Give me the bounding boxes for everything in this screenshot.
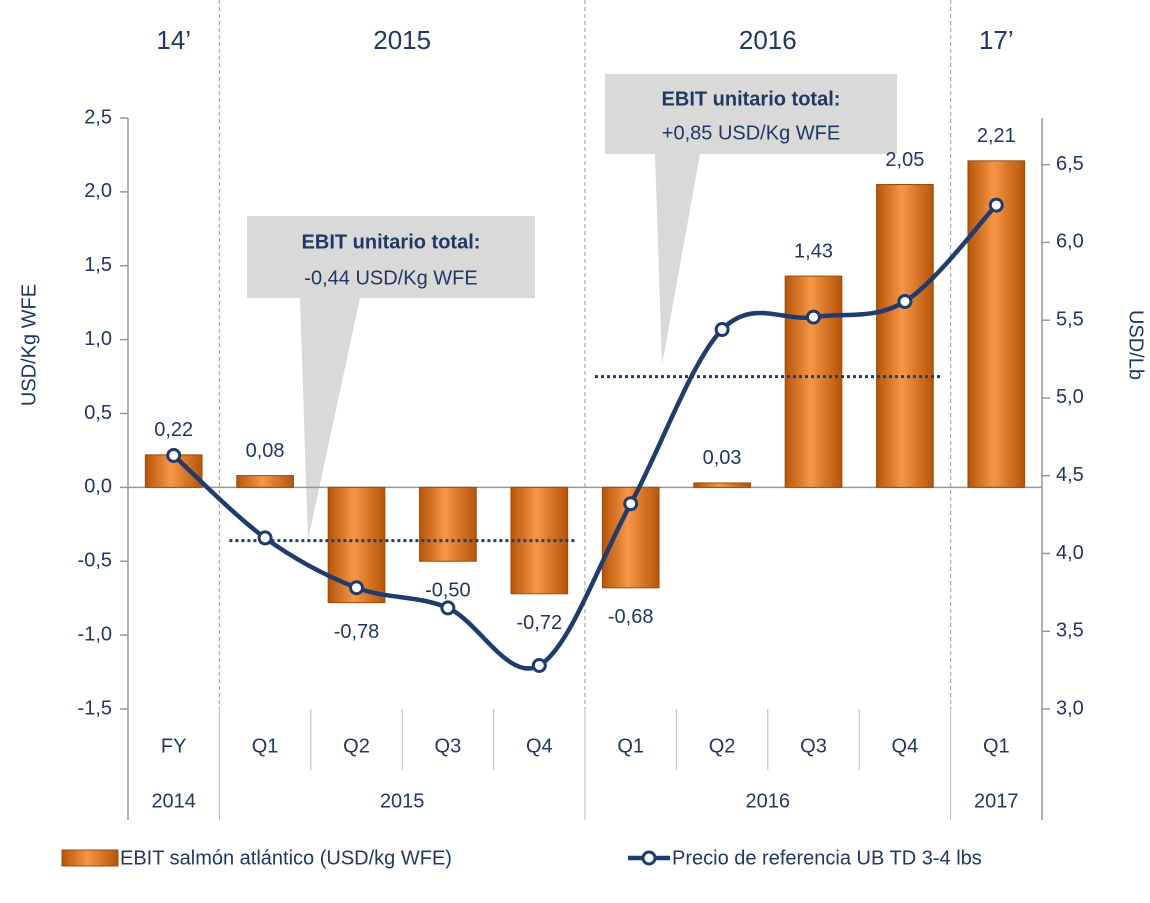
y2-tick-label: 3,0 [1056,697,1084,719]
value-label: -0,72 [517,612,563,634]
y2-tick-label: 5,0 [1056,386,1084,408]
x-tick-label: Q3 [800,735,827,757]
group-label: 2017 [974,790,1019,812]
y2-tick-label: 6,5 [1056,153,1084,175]
bar [236,475,294,488]
y-tick-label: 2,5 [84,106,112,128]
x-tick-label: Q1 [983,735,1010,757]
y-tick-label: 1,0 [84,328,112,350]
x-tick-label: Q2 [343,735,370,757]
y-axis-label: USD/Kg WFE [18,284,40,406]
group-label: 2015 [380,790,425,812]
legend-swatch [61,849,119,867]
bar [967,160,1026,488]
bar [419,486,477,562]
bar [784,275,843,488]
point [714,322,730,338]
value-label: 0,03 [703,447,742,469]
x-tick-label: Q3 [435,735,462,757]
y-tick-label: 1,5 [84,254,112,276]
group-header: 2016 [739,25,797,55]
point [806,309,821,325]
y-tick-label: 0,0 [84,476,112,498]
value-label: -0,78 [334,621,380,643]
x-tick-label: Q1 [252,735,279,757]
value-label: 0,22 [154,419,193,441]
annotation-text: +0,85 USD/Kg WFE [662,122,840,144]
y2-tick-label: 4,5 [1056,464,1084,486]
x-tick-label: Q4 [526,735,553,757]
group-header: 14’ [156,25,191,55]
y-tick-label: -0,5 [78,550,112,572]
y-tick-label: 0,5 [84,402,112,424]
value-label: 1,43 [794,240,833,262]
point [897,294,913,310]
y2-tick-label: 6,0 [1056,231,1084,253]
y-tick-label: 2,0 [84,180,112,202]
value-label: -0,50 [425,580,471,602]
point [440,600,456,616]
y2-tick-label: 3,5 [1056,620,1084,642]
bar [693,482,751,488]
point [257,530,273,546]
value-label: 2,05 [885,149,924,171]
legend-label: Precio de referencia UB TD 3-4 lbs [672,847,982,869]
y2-axis-label: USD/Lb [1125,310,1147,380]
group-header: 2015 [373,25,431,55]
value-label: 2,21 [977,125,1016,147]
legend-label: EBIT salmón atlántico (USD/kg WFE) [120,847,452,869]
point [623,496,639,512]
group-label: 2016 [746,790,791,812]
bar [510,486,569,595]
x-tick-label: Q4 [892,735,919,757]
y2-tick-label: 4,0 [1056,542,1084,564]
x-tick-label: Q1 [617,735,644,757]
x-tick-label: FY [161,735,187,757]
group-label: 2014 [151,790,196,812]
x-tick-label: Q2 [709,735,736,757]
bar [876,183,934,488]
line [172,203,998,671]
callout [605,74,897,365]
annotation-title: EBIT unitario total: [302,231,481,253]
value-label: -0,68 [608,606,654,628]
callout [247,216,535,540]
y-tick-label: -1,0 [78,623,112,645]
annotation-title: EBIT unitario total: [662,88,841,110]
y2-tick-label: 5,5 [1056,308,1084,330]
legend-swatch [641,850,657,866]
point [349,580,364,596]
point [166,447,182,463]
point [531,657,547,673]
y-tick-label: -1,5 [78,697,112,719]
group-header: 17’ [979,25,1014,55]
value-label: 0,08 [246,440,285,462]
point [988,197,1004,213]
annotation-text: -0,44 USD/Kg WFE [304,267,477,289]
